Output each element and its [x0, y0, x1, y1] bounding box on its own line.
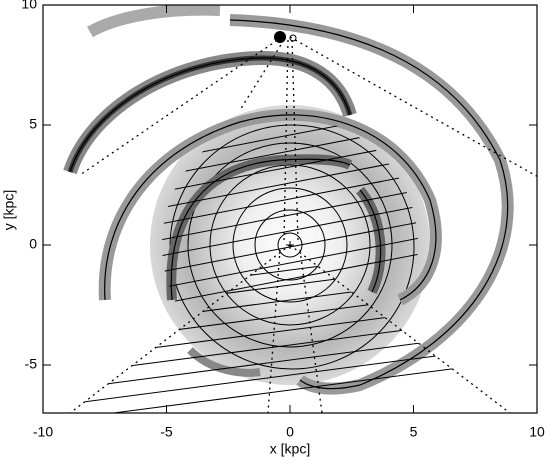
hatch-line [70, 359, 510, 413]
hatch-line [162, 173, 418, 225]
x-tick-label: -5 [160, 424, 173, 440]
x-axis-label: x [kpc] [270, 441, 310, 457]
axes: -10 -5 0 5 10 -5 0 5 10 [21, 0, 545, 440]
galaxy-map [63, 5, 537, 413]
sight-lines [69, 36, 537, 413]
x-tick-label: 5 [410, 424, 418, 440]
hatch-line [162, 253, 418, 305]
y-axis-label: y [kpc] [1, 190, 17, 230]
y-tick-label: 10 [21, 0, 37, 12]
x-tick-label: 10 [529, 424, 545, 440]
hatch-line [162, 237, 418, 289]
hatch-line [162, 157, 418, 209]
y-tick-label: -5 [25, 356, 38, 372]
x-tick-label: 0 [286, 424, 294, 440]
spiral-arms [63, 5, 514, 395]
center-mark [286, 241, 294, 249]
y-tick-label: 0 [29, 236, 37, 252]
hatch-line [162, 205, 418, 257]
marker [274, 31, 286, 43]
y-tick-label: 5 [29, 116, 37, 132]
x-tick-label: -10 [33, 424, 53, 440]
hatch-line [162, 189, 418, 241]
